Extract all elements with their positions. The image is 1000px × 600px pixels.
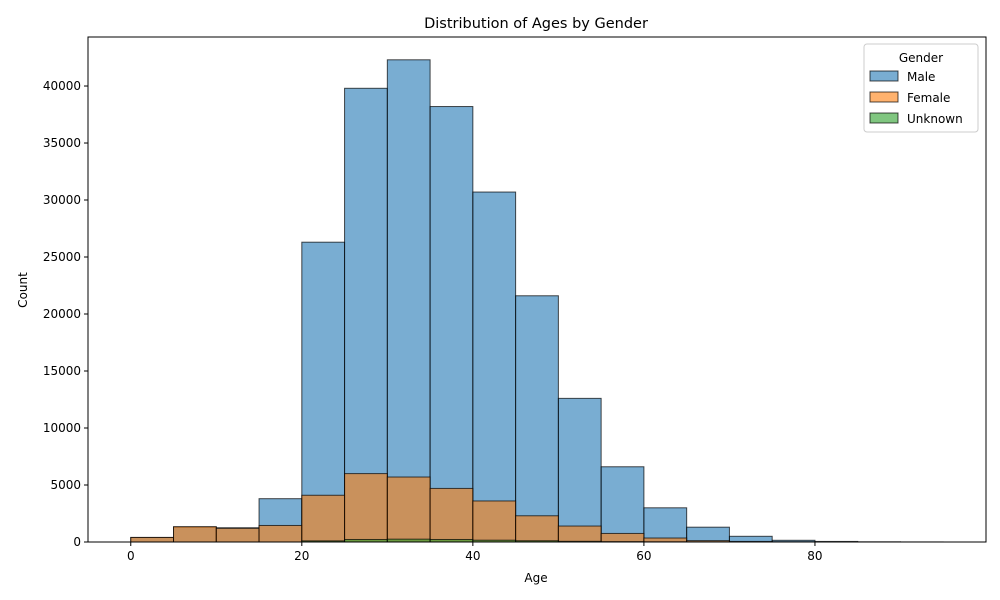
bar-female-35 — [429, 487, 474, 543]
x-tick-label: 60 — [636, 549, 651, 563]
bars-layer — [130, 59, 944, 543]
bar-male-20 — [301, 241, 346, 543]
bar-female-10 — [215, 527, 260, 543]
legend-swatch-female — [869, 91, 899, 103]
bar-male-35 — [429, 106, 474, 543]
y-tick-label: 20000 — [43, 307, 81, 321]
bar-male-65 — [686, 526, 730, 543]
bar-female-40 — [472, 500, 517, 543]
bar-female-25 — [344, 473, 388, 543]
bar-male-45 — [515, 295, 559, 543]
legend-label-male: Male — [907, 70, 935, 84]
bar-female-50 — [557, 525, 602, 543]
legend-title: Gender — [899, 51, 943, 65]
bar-male-30 — [386, 59, 431, 543]
legend-swatch-male — [869, 70, 899, 82]
bar-female-45 — [515, 515, 559, 543]
x-tick-label: 80 — [807, 549, 822, 563]
y-tick-label: 0 — [73, 535, 81, 549]
y-tick-label: 35000 — [43, 136, 81, 150]
axes-layer: 0 20 40 60 80 0 5000 10000 15000 20000 25000 30000 3… — [43, 36, 987, 563]
chart-title: Distribution of Ages by Gender — [424, 16, 648, 32]
bar-male-50 — [557, 397, 602, 543]
y-tick-label: 25000 — [43, 250, 81, 264]
x-tick-label: 0 — [127, 549, 135, 563]
y-tick-label: 10000 — [43, 421, 81, 435]
bar-female-30 — [386, 476, 431, 543]
y-tick-label: 40000 — [43, 79, 81, 93]
bar-male-60 — [643, 507, 688, 543]
legend-box — [863, 43, 979, 133]
plot-frame — [87, 36, 987, 543]
y-tick-label: 5000 — [50, 478, 81, 492]
legend-label-unknown: Unknown — [907, 112, 963, 126]
bar-female-55 — [600, 532, 645, 543]
legend: Gender Male Female Unknown — [863, 43, 979, 133]
y-tick-label: 15000 — [43, 364, 81, 378]
legend-label-female: Female — [907, 91, 950, 105]
x-axis-label: Age — [524, 571, 547, 585]
y-tick-label: 30000 — [43, 193, 81, 207]
series-female — [130, 473, 859, 543]
legend-swatch-unknown — [869, 112, 899, 124]
bar-male-55 — [600, 466, 645, 543]
bar-male-40 — [472, 191, 517, 543]
bar-female-20 — [301, 494, 346, 543]
bar-female-5 — [173, 526, 217, 543]
x-tick-label: 40 — [465, 549, 480, 563]
y-axis-label: Count — [16, 272, 30, 308]
x-tick-label: 20 — [294, 549, 309, 563]
bar-female-0 — [130, 536, 175, 543]
bar-female-15 — [258, 524, 303, 543]
